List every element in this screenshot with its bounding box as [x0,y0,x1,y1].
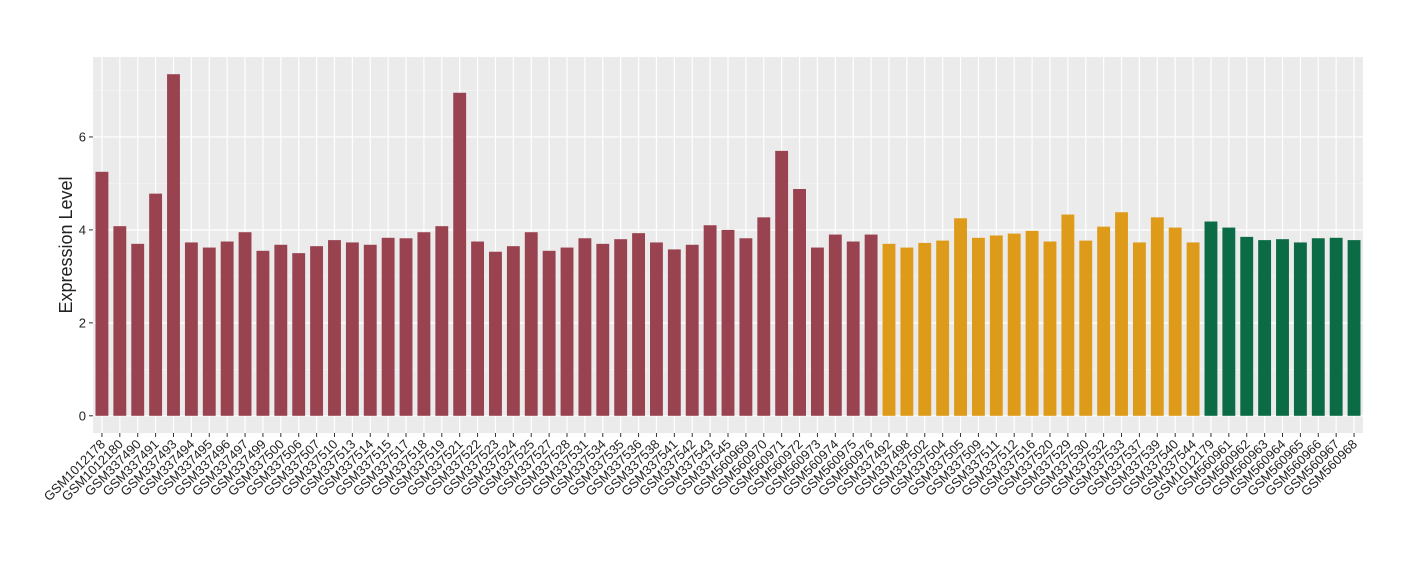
bar [1115,212,1128,416]
bar [345,242,359,416]
bar [936,240,950,416]
bar [328,240,341,416]
bar [810,247,824,416]
bar [739,238,753,416]
bar [1240,236,1254,416]
bar [793,188,806,416]
bar [506,246,520,416]
bar [560,247,574,416]
y-axis-title: Expression Level [56,176,76,313]
bar [989,235,1003,416]
bar [1293,242,1307,416]
bar [1007,233,1021,416]
bar [918,242,932,416]
bar [131,243,145,416]
bar [310,246,324,416]
bar [864,234,878,416]
bar [453,92,467,416]
bar [149,193,163,416]
bar [184,242,198,416]
bar [220,241,234,416]
bar [238,232,252,416]
bar [775,150,789,416]
y-tick-label: 0 [79,408,86,423]
bar [1258,240,1272,416]
bar [1150,217,1164,416]
bar [542,250,556,416]
bar [1329,237,1343,416]
bar [954,218,967,416]
y-tick-label: 4 [79,222,86,237]
bar [1025,230,1039,416]
bar [1311,238,1325,416]
bar [1186,242,1200,416]
bar [381,237,395,416]
bar [650,242,663,416]
bar [721,229,735,416]
bar [1097,226,1111,416]
bar [1276,239,1289,416]
bar [971,237,985,416]
bar [1347,240,1361,416]
bar [900,247,914,416]
bar [578,238,592,416]
bar [363,244,377,416]
bar [524,232,538,416]
bar [1132,242,1146,416]
bar [667,249,681,416]
bar [1222,227,1236,416]
bar [167,74,180,416]
bar [417,232,431,416]
bar [757,217,771,416]
bar [846,241,860,416]
bar [202,247,216,416]
bar [274,244,288,416]
bar [632,233,646,416]
bar [882,243,896,416]
bar [1079,240,1093,416]
y-tick-label: 6 [79,129,86,144]
bar [256,250,270,416]
bar [596,243,610,416]
bar [1043,241,1057,416]
y-tick-label: 2 [79,315,86,330]
bar [685,244,699,416]
bar [435,226,449,416]
bar [614,239,628,416]
bar [1061,214,1075,416]
bar [399,238,413,416]
bar [489,251,502,416]
bar [828,234,842,416]
bar [1204,221,1218,416]
bar [471,241,485,416]
bar [703,225,717,416]
bar [95,171,109,416]
bar [292,253,306,416]
bar [113,226,127,416]
bar [1168,227,1182,416]
